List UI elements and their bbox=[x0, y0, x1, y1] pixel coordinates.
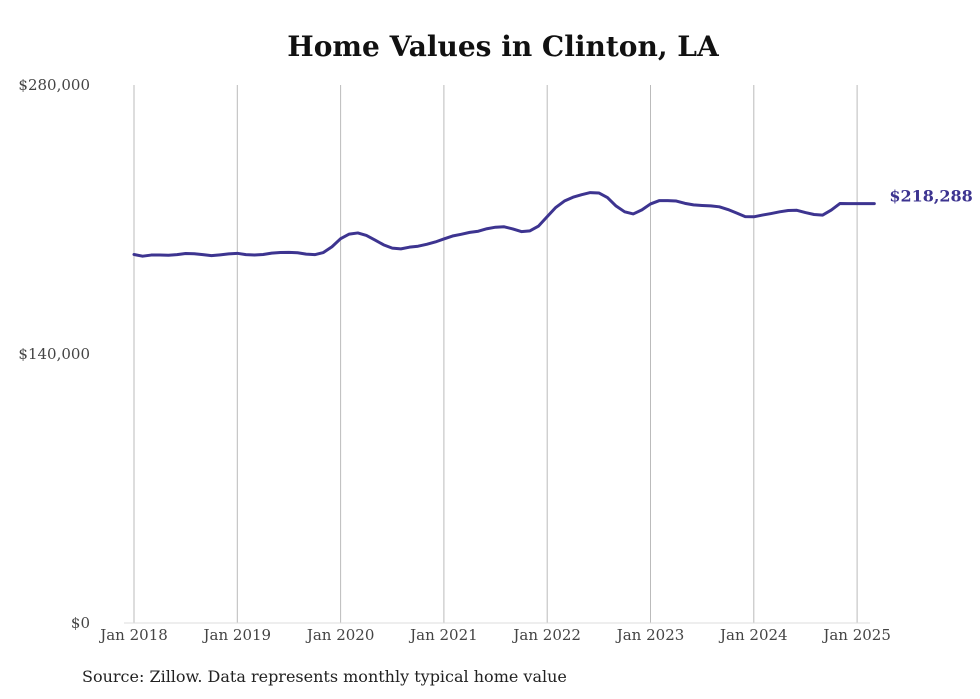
source-note: Source: Zillow. Data represents monthly … bbox=[82, 667, 567, 686]
end-value-label: $218,288 bbox=[889, 187, 973, 206]
grid-layer bbox=[133, 85, 858, 623]
x-tick-label: Jan 2018 bbox=[98, 626, 168, 644]
y-tick-label: $280,000 bbox=[18, 76, 90, 94]
y-tick-label: $140,000 bbox=[18, 345, 90, 363]
axis-layer: Jan 2018 Jan 2019 Jan 2020 Jan 2021 Jan 2022… bbox=[18, 76, 890, 644]
y-tick-label: $0 bbox=[71, 614, 90, 632]
x-tick-label: Jan 2020 bbox=[305, 626, 375, 644]
x-tick-label: Jan 2019 bbox=[202, 626, 272, 644]
x-tick-label: Jan 2021 bbox=[408, 626, 478, 644]
series-layer bbox=[132, 191, 876, 258]
chart-title: Home Values in Clinton, LA bbox=[287, 30, 719, 63]
x-tick-label: Jan 2025 bbox=[821, 626, 891, 644]
label-layer: $218,288 bbox=[889, 187, 973, 206]
x-tick-label: Jan 2023 bbox=[615, 626, 685, 644]
series-line bbox=[132, 191, 876, 258]
x-tick-label: Jan 2022 bbox=[511, 626, 581, 644]
x-tick-label: Jan 2024 bbox=[718, 626, 788, 644]
